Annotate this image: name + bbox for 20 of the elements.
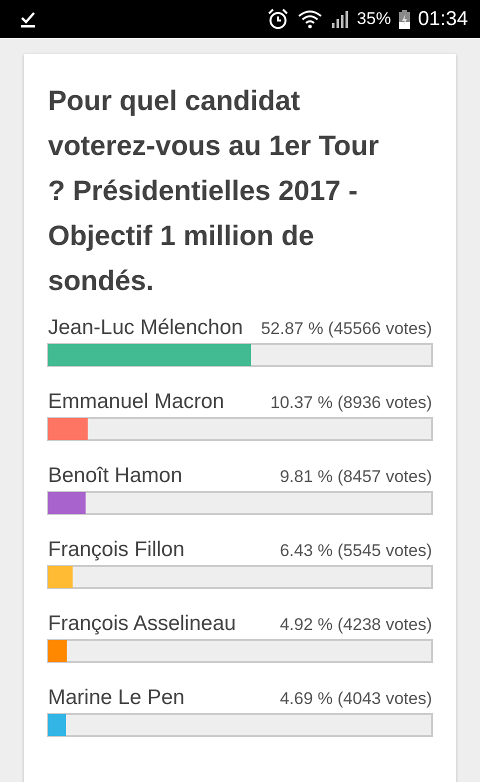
y-tick-label: Jean-Luc Mélenchon bbox=[48, 316, 243, 339]
bar bbox=[48, 492, 86, 514]
data-label: 9.81 % (8457 votes) bbox=[280, 467, 432, 486]
y-tick-label: François Asselineau bbox=[48, 612, 236, 635]
text: 35% bbox=[356, 9, 391, 29]
y-tick-label: Emmanuel Macron bbox=[48, 390, 224, 413]
y-tick-label: Benoît Hamon bbox=[48, 464, 182, 487]
data-label: 4.92 % (4238 votes) bbox=[280, 615, 432, 634]
bar bbox=[48, 640, 67, 662]
data-label: 6.43 % (5545 votes) bbox=[280, 541, 432, 560]
chart-title: Pour quel candidat voterez-vous au 1er Tour ? Présidentielles 2017 - Objectif 1 million de sondés. bbox=[48, 84, 380, 298]
data-label: 10.37 % (8936 votes) bbox=[270, 393, 432, 412]
bar bbox=[48, 714, 66, 736]
y-tick-label: François Fillon bbox=[48, 538, 185, 561]
data-label: 4.69 % (4043 votes) bbox=[280, 689, 432, 708]
y-tick-label: Marine Le Pen bbox=[48, 686, 185, 709]
text: 01:34 bbox=[418, 8, 468, 30]
bar bbox=[48, 566, 73, 588]
data-label: 52.87 % (45566 votes) bbox=[260, 319, 432, 338]
bar bbox=[48, 418, 88, 440]
